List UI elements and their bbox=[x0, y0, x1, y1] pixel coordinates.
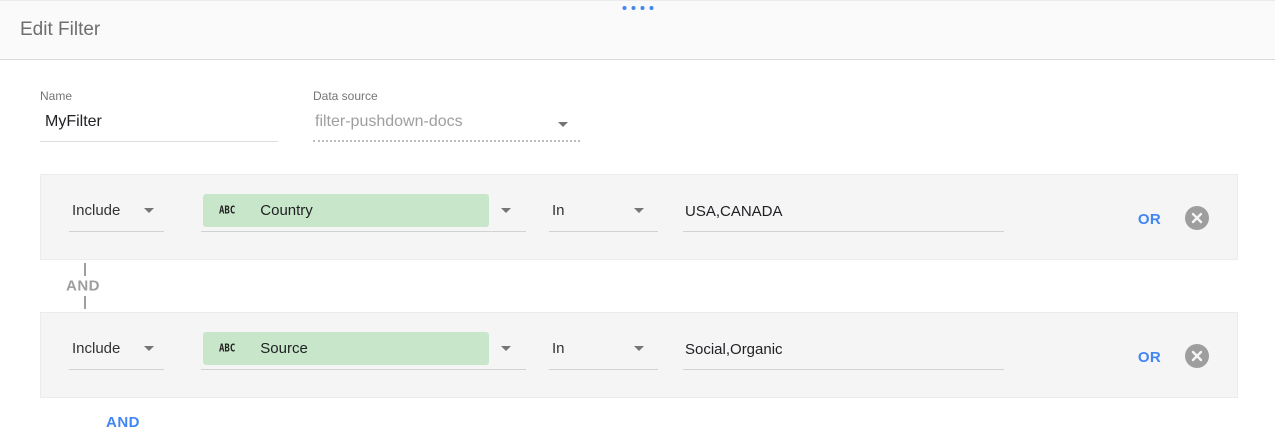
filter-meta-section: Name Data source filter-pushdown-docs bbox=[0, 60, 1275, 142]
chevron-down-icon bbox=[501, 346, 511, 351]
chevron-down-icon bbox=[144, 208, 154, 213]
connector-dash-icon bbox=[84, 296, 86, 309]
operator-value: In bbox=[552, 202, 565, 219]
drag-dot-icon bbox=[649, 6, 653, 10]
chevron-down-icon bbox=[501, 208, 511, 213]
dimension-name: Source bbox=[260, 340, 308, 357]
include-exclude-value: Include bbox=[72, 202, 121, 219]
data-source-value: filter-pushdown-docs bbox=[313, 113, 580, 142]
add-and-clause-button[interactable]: AND bbox=[106, 414, 140, 431]
filter-name-input[interactable] bbox=[40, 113, 278, 142]
operator-select[interactable]: In bbox=[549, 202, 658, 232]
dimension-chip[interactable]: ABC Country bbox=[203, 194, 489, 227]
drag-dot-icon bbox=[631, 6, 635, 10]
filter-values-input[interactable] bbox=[683, 341, 1004, 370]
dimension-chip[interactable]: ABC Source bbox=[203, 332, 489, 365]
drag-dot-icon bbox=[640, 6, 644, 10]
chevron-down-icon bbox=[634, 208, 644, 213]
chevron-down-icon bbox=[144, 346, 154, 351]
name-label: Name bbox=[40, 89, 73, 103]
filter-clauses: Include ABC Country In OR AND Inclu bbox=[40, 174, 1238, 432]
filter-clause-row: Include ABC Source In OR bbox=[40, 312, 1238, 398]
filter-values-input[interactable] bbox=[683, 203, 1004, 232]
operator-select[interactable]: In bbox=[549, 340, 658, 370]
dimension-name: Country bbox=[260, 202, 313, 219]
and-connector-label: AND bbox=[66, 277, 100, 295]
or-clause-button[interactable]: OR bbox=[1137, 349, 1161, 366]
dimension-select[interactable]: ABC Country bbox=[201, 194, 526, 232]
text-type-icon: ABC bbox=[219, 342, 236, 355]
include-exclude-select[interactable]: Include bbox=[69, 202, 164, 232]
chevron-down-icon bbox=[634, 346, 644, 351]
chevron-down-icon bbox=[558, 122, 568, 127]
remove-clause-button[interactable] bbox=[1185, 344, 1209, 368]
drag-handle-icon[interactable] bbox=[618, 4, 657, 12]
and-connector: AND bbox=[40, 260, 1238, 312]
filter-name-field: Name bbox=[40, 89, 278, 142]
data-source-select[interactable]: Data source filter-pushdown-docs bbox=[313, 89, 580, 142]
operator-value: In bbox=[552, 340, 565, 357]
text-type-icon: ABC bbox=[219, 204, 236, 217]
include-exclude-select[interactable]: Include bbox=[69, 340, 164, 370]
or-clause-button[interactable]: OR bbox=[1137, 211, 1161, 228]
drag-dot-icon bbox=[622, 6, 626, 10]
dimension-select[interactable]: ABC Source bbox=[201, 332, 526, 370]
dialog-title: Edit Filter bbox=[20, 19, 101, 40]
data-source-label: Data source bbox=[313, 89, 378, 103]
dialog-titlebar: Edit Filter bbox=[0, 0, 1275, 60]
remove-clause-button[interactable] bbox=[1185, 206, 1209, 230]
include-exclude-value: Include bbox=[72, 340, 121, 357]
filter-clause-row: Include ABC Country In OR bbox=[40, 174, 1238, 260]
connector-dash-icon bbox=[84, 263, 86, 276]
